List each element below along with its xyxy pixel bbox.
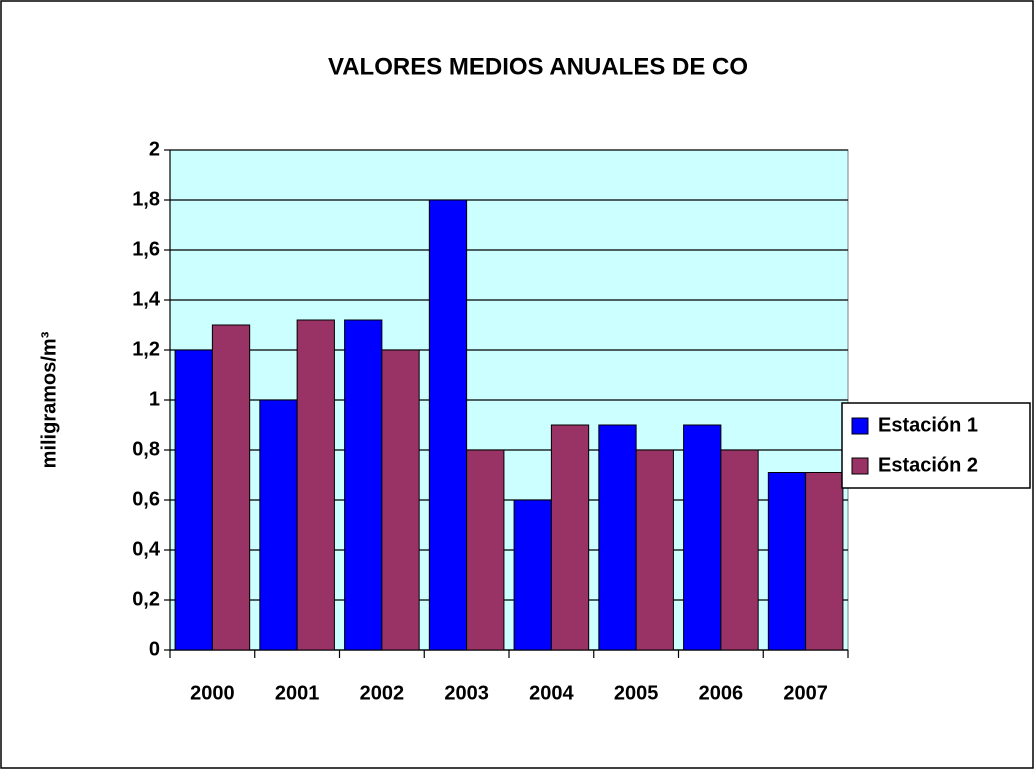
- legend-label: Estación 2: [878, 454, 978, 476]
- x-tick-label: 2004: [529, 682, 574, 704]
- x-tick-label: 2007: [783, 682, 828, 704]
- y-tick-label: 1,6: [132, 238, 160, 260]
- bar: [174, 349, 213, 651]
- x-tick-label: 2002: [360, 682, 405, 704]
- y-tick-label: 2: [149, 138, 160, 160]
- bar: [598, 424, 637, 651]
- legend-swatch: [851, 457, 869, 475]
- legend-swatch: [851, 417, 869, 435]
- legend: [841, 402, 1031, 489]
- bar: [211, 324, 251, 651]
- bar: [513, 499, 552, 651]
- y-axis-label: miligramos/m³: [38, 331, 60, 468]
- bar: [767, 472, 807, 651]
- y-tick-label: 1,2: [132, 338, 160, 360]
- y-tick-label: 1: [149, 388, 160, 410]
- bar: [805, 472, 844, 651]
- y-tick-label: 0,8: [132, 438, 160, 460]
- x-tick-label: 2003: [444, 682, 489, 704]
- bar: [683, 424, 722, 651]
- bar: [550, 424, 590, 651]
- y-tick-label: 0: [149, 638, 160, 660]
- y-tick-label: 1,8: [132, 188, 160, 210]
- bar: [296, 319, 335, 651]
- x-tick-label: 2000: [190, 682, 235, 704]
- y-tick-label: 0,6: [132, 488, 160, 510]
- bar: [381, 349, 420, 651]
- bar: [428, 199, 468, 651]
- bar: [344, 319, 383, 651]
- bar: [259, 399, 298, 651]
- x-tick-label: 2005: [614, 682, 659, 704]
- bar: [720, 449, 759, 651]
- x-tick-label: 2001: [275, 682, 320, 704]
- y-tick-label: 1,4: [132, 288, 161, 310]
- x-tick-label: 2006: [699, 682, 744, 704]
- bar: [635, 449, 674, 651]
- chart-title: VALORES MEDIOS ANUALES DE CO: [328, 53, 748, 80]
- y-tick-label: 0,4: [132, 538, 161, 560]
- bar: [466, 449, 505, 651]
- legend-label: Estación 1: [878, 414, 978, 436]
- y-tick-label: 0,2: [132, 588, 160, 610]
